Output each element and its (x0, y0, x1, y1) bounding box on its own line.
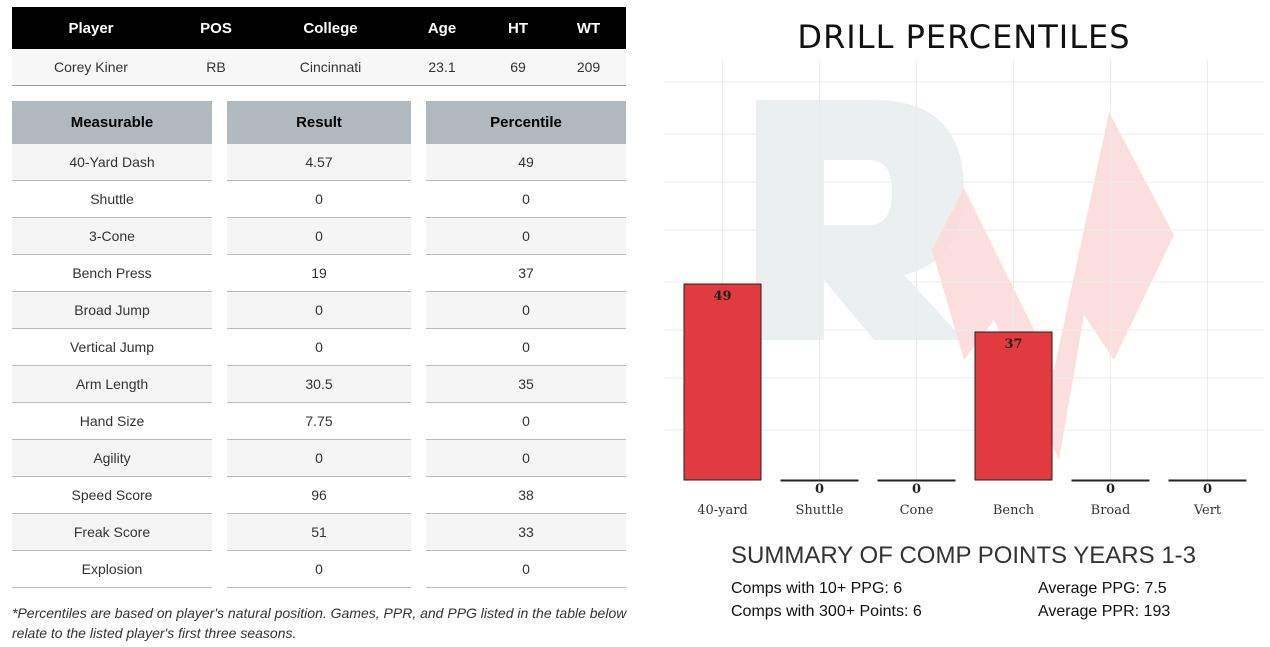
percentile-cell: 0 (426, 218, 626, 255)
player-info-table: Player POS College Age HT WT Corey Kiner… (12, 7, 626, 86)
measurable-cell: Speed Score (12, 477, 212, 514)
result-cell: 0 (227, 551, 411, 588)
result-cell: 19 (227, 255, 411, 292)
player-table-header-row: Player POS College Age HT WT (12, 7, 626, 49)
percentile-cell: 49 (426, 144, 626, 181)
logo-watermark (756, 100, 1174, 460)
player-name: Corey Kiner (12, 49, 170, 86)
x-tick-label: Shuttle (796, 503, 844, 518)
player-age: 23.1 (399, 49, 485, 86)
percentile-cell: 37 (426, 255, 626, 292)
data-label: 0 (912, 482, 921, 497)
result-cell: 4.57 (227, 144, 411, 181)
data-label: 37 (1004, 337, 1022, 352)
percentile-cell: 0 (426, 181, 626, 218)
average-ppr: Average PPR: 193 (1038, 603, 1171, 620)
percentile-cell: 38 (426, 477, 626, 514)
bar-bench (974, 331, 1053, 481)
header-wt: WT (551, 7, 626, 49)
result-cell: 30.5 (227, 366, 411, 403)
data-label: 49 (713, 289, 731, 304)
result-cell: 96 (227, 477, 411, 514)
result-cell: 0 (227, 440, 411, 477)
data-label: 0 (1106, 482, 1115, 497)
result-cell: 0 (227, 218, 411, 255)
result-cell: 51 (227, 514, 411, 551)
result-cell: 0 (227, 181, 411, 218)
bar-broad (1071, 479, 1150, 482)
header-pos: POS (170, 7, 262, 49)
measurable-cell: Agility (12, 440, 212, 477)
comps-10-ppg: Comps with 10+ PPG: 6 (731, 580, 903, 597)
percentile-cell: 0 (426, 329, 626, 366)
bar-vert (1168, 479, 1247, 482)
x-tick-label: Vert (1193, 503, 1222, 518)
measurable-cell: Explosion (12, 551, 212, 588)
x-tick-label: Bench (993, 503, 1035, 518)
chart-title: DRILL PERCENTILES (797, 18, 1131, 56)
result-cell: 0 (227, 292, 411, 329)
percentile-cell: 0 (426, 292, 626, 329)
measurable-cell: Freak Score (12, 514, 212, 551)
measurable-cell: Broad Jump (12, 292, 212, 329)
player-ht: 69 (485, 49, 551, 86)
bar-40-yard (683, 283, 762, 481)
x-tick-label: Cone (900, 503, 934, 518)
percentile-cell: 0 (426, 403, 626, 440)
header-ht: HT (485, 7, 551, 49)
x-tick-label: Broad (1091, 503, 1131, 518)
header-college: College (262, 7, 399, 49)
footnote: *Percentiles are based on player's natur… (12, 605, 627, 641)
x-tick-label: 40-yard (697, 503, 748, 518)
player-row: Corey Kiner RB Cincinnati 23.1 69 209 (12, 49, 626, 86)
measurable-cell: Hand Size (12, 403, 212, 440)
measurable-cell: Vertical Jump (12, 329, 212, 366)
bar-cone (877, 479, 956, 482)
measurable-column: Measurable 40-Yard Dash Shuttle 3-Cone Benc… (12, 101, 212, 588)
summary-title: SUMMARY OF COMP POINTS YEARS 1-3 (731, 542, 1196, 569)
comps-300-points: Comps with 300+ Points: 6 (731, 603, 922, 620)
result-column: Result 4.57 0 0 19 0 0 30.5 7.75 0 96 51 0 (227, 101, 411, 588)
player-college: Cincinnati (262, 49, 399, 86)
percentile-cell: 35 (426, 366, 626, 403)
percentile-cell: 0 (426, 551, 626, 588)
header-age: Age (399, 7, 485, 49)
result-header: Result (227, 101, 411, 144)
drill-percentiles-chart: 49 40-yard 0 Shuttle 0 Cone 37 Bench 0 Broad 0 Vert (664, 60, 1264, 518)
measurable-header: Measurable (12, 101, 212, 144)
data-label: 0 (815, 482, 824, 497)
measurable-cell: 40-Yard Dash (12, 144, 212, 181)
percentile-cell: 33 (426, 514, 626, 551)
percentile-column: Percentile 49 0 0 37 0 0 35 0 0 38 33 0 (426, 101, 626, 588)
data-label: 0 (1203, 482, 1212, 497)
result-cell: 7.75 (227, 403, 411, 440)
result-cell: 0 (227, 329, 411, 366)
measurable-cell: Shuttle (12, 181, 212, 218)
player-wt: 209 (551, 49, 626, 86)
header-player: Player (12, 7, 170, 49)
bar-shuttle (780, 479, 859, 482)
measurable-cell: 3-Cone (12, 218, 212, 255)
measurable-cell: Bench Press (12, 255, 212, 292)
measurable-cell: Arm Length (12, 366, 212, 403)
percentile-header: Percentile (426, 101, 626, 144)
player-pos: RB (170, 49, 262, 86)
percentile-cell: 0 (426, 440, 626, 477)
average-ppg: Average PPG: 7.5 (1038, 580, 1167, 597)
